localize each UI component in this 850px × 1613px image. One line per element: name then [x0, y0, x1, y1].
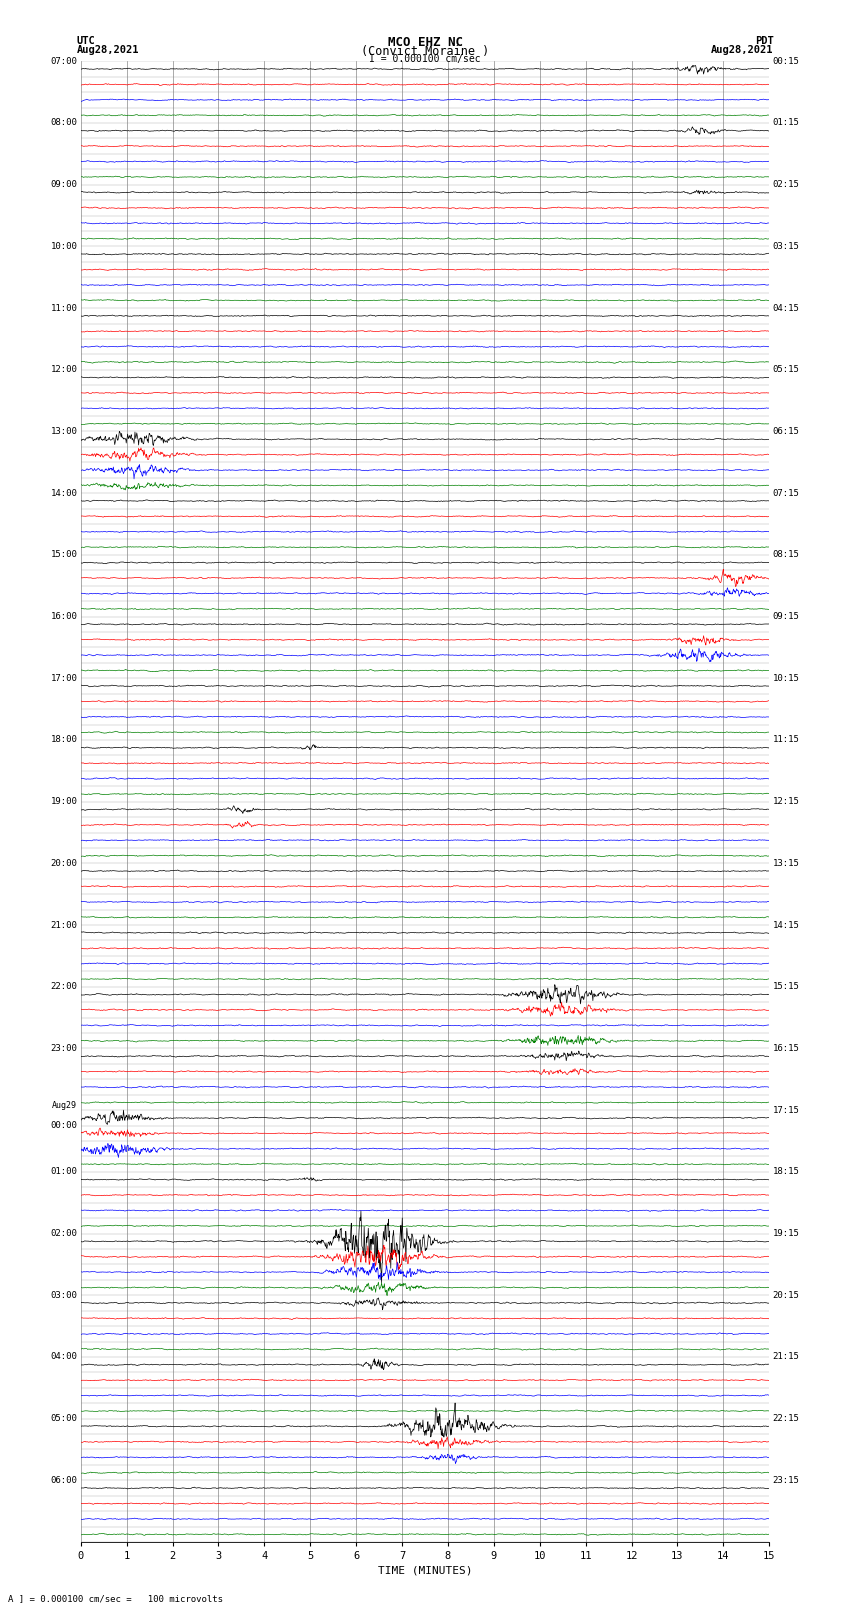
- Text: 08:00: 08:00: [50, 118, 77, 127]
- Text: 16:00: 16:00: [50, 611, 77, 621]
- Text: I = 0.000100 cm/sec: I = 0.000100 cm/sec: [369, 53, 481, 65]
- Text: 06:15: 06:15: [773, 427, 800, 436]
- Text: 09:00: 09:00: [50, 181, 77, 189]
- Text: 01:15: 01:15: [773, 118, 800, 127]
- Text: (Convict Moraine ): (Convict Moraine ): [361, 45, 489, 58]
- Text: Aug28,2021: Aug28,2021: [711, 45, 774, 55]
- Text: 13:15: 13:15: [773, 858, 800, 868]
- Text: 03:15: 03:15: [773, 242, 800, 252]
- Text: 05:15: 05:15: [773, 365, 800, 374]
- Text: 16:15: 16:15: [773, 1044, 800, 1053]
- Text: Aug29: Aug29: [53, 1102, 77, 1110]
- Text: 15:15: 15:15: [773, 982, 800, 992]
- Text: 22:15: 22:15: [773, 1415, 800, 1423]
- Text: 18:15: 18:15: [773, 1168, 800, 1176]
- Text: 14:00: 14:00: [50, 489, 77, 498]
- Text: A ] = 0.000100 cm/sec =   100 microvolts: A ] = 0.000100 cm/sec = 100 microvolts: [8, 1594, 224, 1603]
- Text: 12:15: 12:15: [773, 797, 800, 806]
- Text: 19:00: 19:00: [50, 797, 77, 806]
- Text: 21:00: 21:00: [50, 921, 77, 929]
- Text: 06:00: 06:00: [50, 1476, 77, 1486]
- Text: 18:00: 18:00: [50, 736, 77, 745]
- Text: 11:00: 11:00: [50, 303, 77, 313]
- Text: 03:00: 03:00: [50, 1290, 77, 1300]
- Text: 15:00: 15:00: [50, 550, 77, 560]
- Text: 00:15: 00:15: [773, 56, 800, 66]
- Text: 17:00: 17:00: [50, 674, 77, 682]
- Text: 04:15: 04:15: [773, 303, 800, 313]
- Text: 01:00: 01:00: [50, 1168, 77, 1176]
- Text: 05:00: 05:00: [50, 1415, 77, 1423]
- Text: 04:00: 04:00: [50, 1352, 77, 1361]
- Text: 12:00: 12:00: [50, 365, 77, 374]
- Text: 20:00: 20:00: [50, 858, 77, 868]
- Text: 07:00: 07:00: [50, 56, 77, 66]
- Text: 00:00: 00:00: [50, 1121, 77, 1131]
- Text: 17:15: 17:15: [773, 1105, 800, 1115]
- Text: Aug28,2021: Aug28,2021: [76, 45, 139, 55]
- X-axis label: TIME (MINUTES): TIME (MINUTES): [377, 1565, 473, 1576]
- Text: 20:15: 20:15: [773, 1290, 800, 1300]
- Text: 23:15: 23:15: [773, 1476, 800, 1486]
- Text: 10:00: 10:00: [50, 242, 77, 252]
- Text: PDT: PDT: [755, 37, 774, 47]
- Text: 14:15: 14:15: [773, 921, 800, 929]
- Text: 23:00: 23:00: [50, 1044, 77, 1053]
- Text: 13:00: 13:00: [50, 427, 77, 436]
- Text: 21:15: 21:15: [773, 1352, 800, 1361]
- Text: 07:15: 07:15: [773, 489, 800, 498]
- Text: 19:15: 19:15: [773, 1229, 800, 1239]
- Text: 22:00: 22:00: [50, 982, 77, 992]
- Text: 02:00: 02:00: [50, 1229, 77, 1239]
- Text: 02:15: 02:15: [773, 181, 800, 189]
- Text: 09:15: 09:15: [773, 611, 800, 621]
- Text: 10:15: 10:15: [773, 674, 800, 682]
- Text: 11:15: 11:15: [773, 736, 800, 745]
- Text: UTC: UTC: [76, 37, 95, 47]
- Text: 08:15: 08:15: [773, 550, 800, 560]
- Text: MCO EHZ NC: MCO EHZ NC: [388, 37, 462, 50]
